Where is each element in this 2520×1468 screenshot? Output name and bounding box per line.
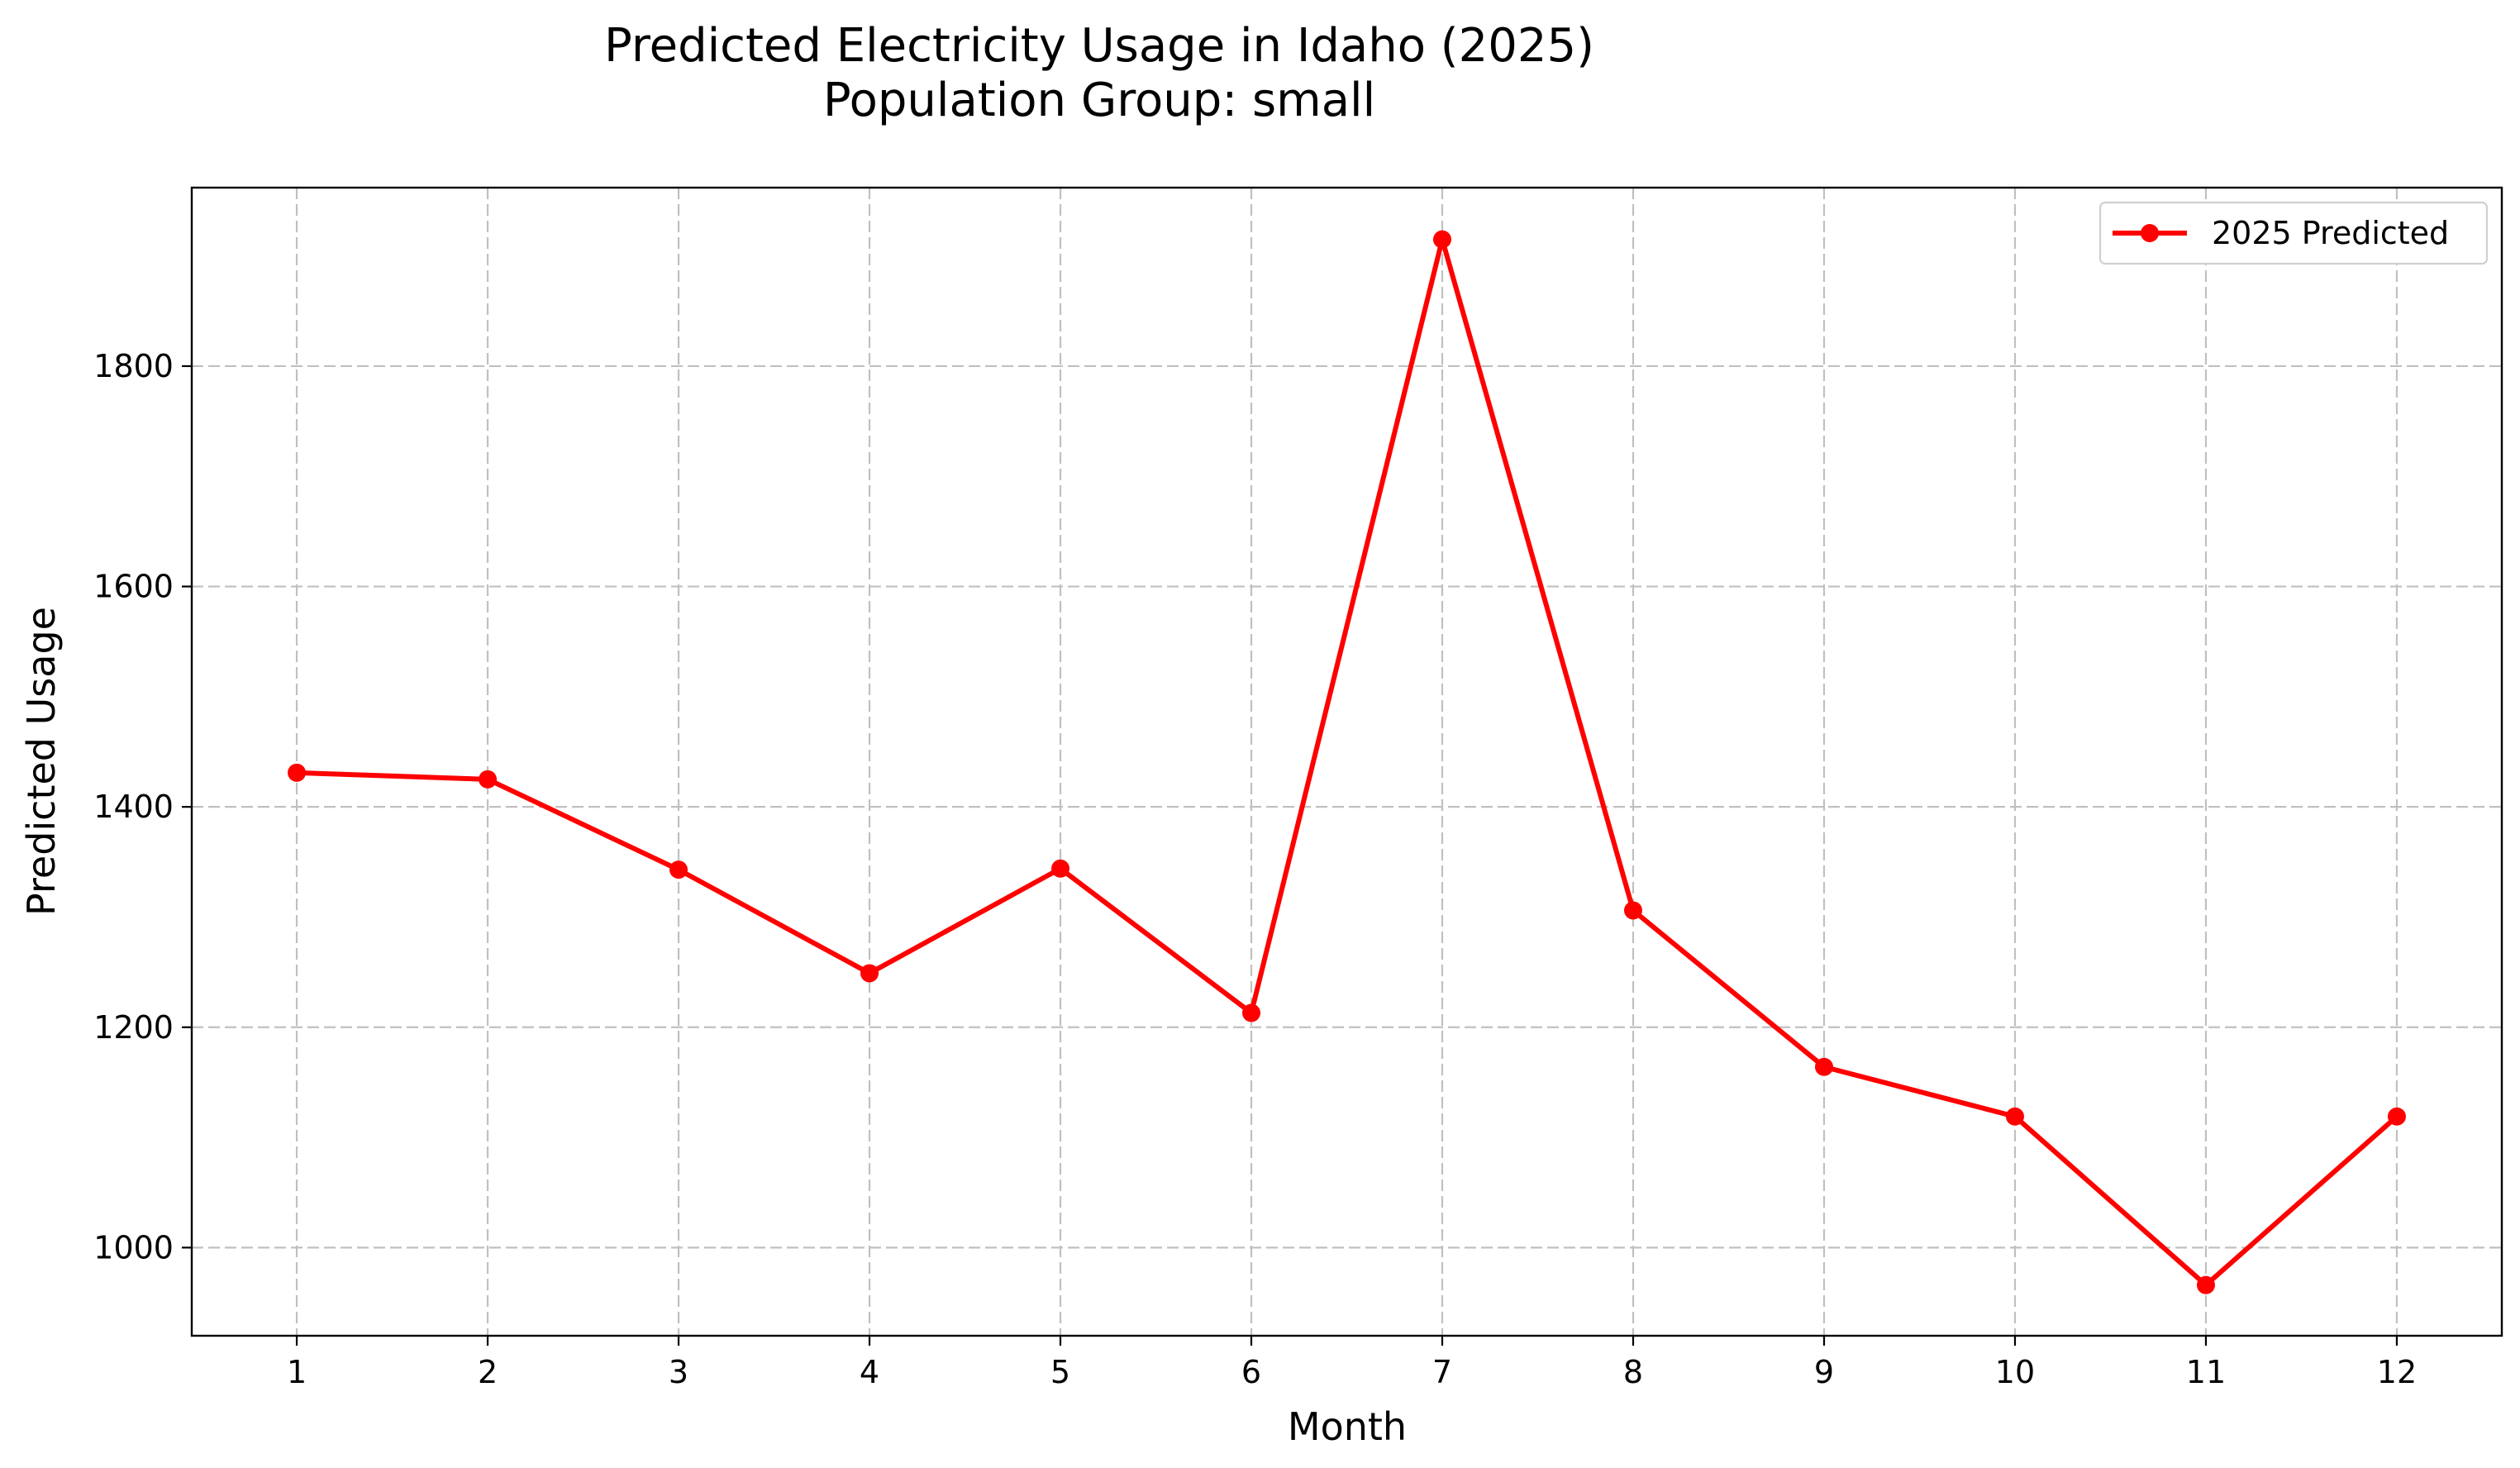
y-tick-label: 1600 xyxy=(93,569,174,605)
data-point xyxy=(1051,859,1070,878)
x-tick-label: 4 xyxy=(860,1354,879,1390)
x-axis-label: Month xyxy=(1288,1404,1407,1449)
data-point xyxy=(288,763,307,782)
chart-subtitle: Population Group: small xyxy=(823,74,1375,127)
y-tick-label: 1000 xyxy=(93,1229,174,1265)
grid xyxy=(192,188,2502,1336)
data-point xyxy=(669,860,688,879)
data-point xyxy=(1623,901,1642,920)
data-point xyxy=(1242,1003,1261,1022)
data-point xyxy=(479,770,498,789)
data-point xyxy=(1432,230,1451,249)
legend: 2025 Predicted xyxy=(2098,201,2489,265)
y-axis-label: Predicted Usage xyxy=(19,607,64,916)
x-tick-label: 2 xyxy=(478,1354,498,1390)
x-tick-label: 9 xyxy=(1814,1354,1834,1390)
data-point xyxy=(2196,1275,2215,1294)
series-layer xyxy=(288,230,2406,1294)
legend-marker xyxy=(2141,224,2159,242)
x-tick-label: 8 xyxy=(1623,1354,1643,1390)
x-tick-label: 7 xyxy=(1432,1354,1452,1390)
x-tick-label: 5 xyxy=(1050,1354,1070,1390)
x-tick-label: 11 xyxy=(2186,1354,2226,1390)
y-tick-label: 1400 xyxy=(93,789,174,825)
x-tick-label: 12 xyxy=(2377,1354,2417,1390)
y-tick-label: 1800 xyxy=(93,348,174,384)
chart-title: Predicted Electricity Usage in Idaho (20… xyxy=(604,19,1594,73)
legend-box xyxy=(2098,201,2489,265)
legend-label: 2025 Predicted xyxy=(2212,215,2449,251)
data-point xyxy=(860,964,879,983)
x-tick-label: 10 xyxy=(1995,1354,2035,1390)
x-tick-label: 1 xyxy=(287,1354,307,1390)
data-point xyxy=(1814,1057,1833,1076)
data-point xyxy=(2005,1107,2024,1126)
x-tick-label: 3 xyxy=(669,1354,688,1390)
x-tick-label: 6 xyxy=(1241,1354,1261,1390)
y-tick-label: 1200 xyxy=(93,1009,174,1046)
series-line xyxy=(294,236,2399,1288)
data-point xyxy=(2387,1107,2406,1126)
plot-area xyxy=(190,186,2503,1337)
